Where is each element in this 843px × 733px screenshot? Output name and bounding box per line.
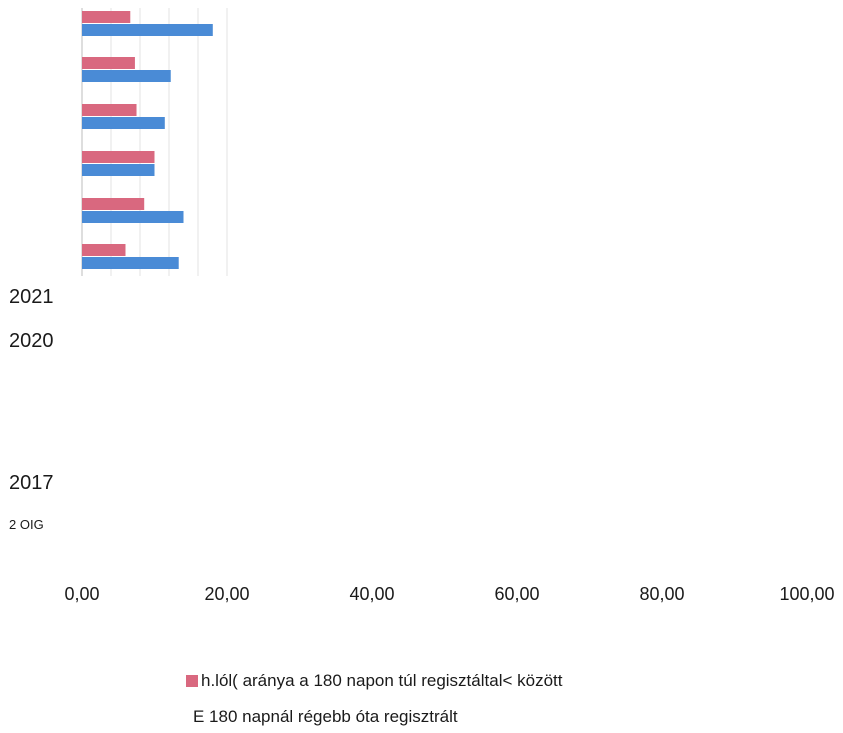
bar-pink — [82, 198, 145, 210]
y-tick-label: 2020 — [9, 330, 54, 352]
bar-blue — [82, 164, 155, 176]
x-tick-label: 100,00 — [779, 584, 835, 604]
x-tick-label: 80,00 — [639, 584, 685, 604]
x-tick-label: 20,00 — [204, 584, 250, 604]
bars — [82, 11, 213, 269]
legend-item-blue: E 180 napnál régebb óta regisztrált — [193, 708, 458, 725]
y-tick-label: 2021 — [9, 286, 54, 308]
bar-pink — [82, 57, 135, 69]
legend-item-pink: h.lól( aránya a 180 napon túl regisztált… — [186, 672, 562, 689]
y-tick-label: 2017 — [9, 472, 54, 494]
bar-pink — [82, 104, 137, 116]
x-tick-label: 60,00 — [494, 584, 540, 604]
bar-blue — [82, 24, 213, 36]
bar-blue — [82, 211, 184, 223]
y-tick-label: 2 OIG — [9, 517, 44, 532]
bar-pink — [82, 151, 155, 163]
bar-blue — [82, 117, 165, 129]
bar-pink — [82, 244, 126, 256]
legend-label: E 180 napnál régebb óta regisztrált — [193, 707, 458, 726]
x-tick-label: 40,00 — [349, 584, 395, 604]
bar-blue — [82, 70, 171, 82]
bar-blue — [82, 257, 179, 269]
bar-pink — [82, 11, 131, 23]
legend-label: h.lól( aránya a 180 napon túl regisztált… — [201, 671, 563, 690]
x-tick-label: 0,00 — [64, 584, 100, 604]
legend-swatch-pink — [186, 674, 198, 687]
gridlines — [81, 8, 228, 276]
